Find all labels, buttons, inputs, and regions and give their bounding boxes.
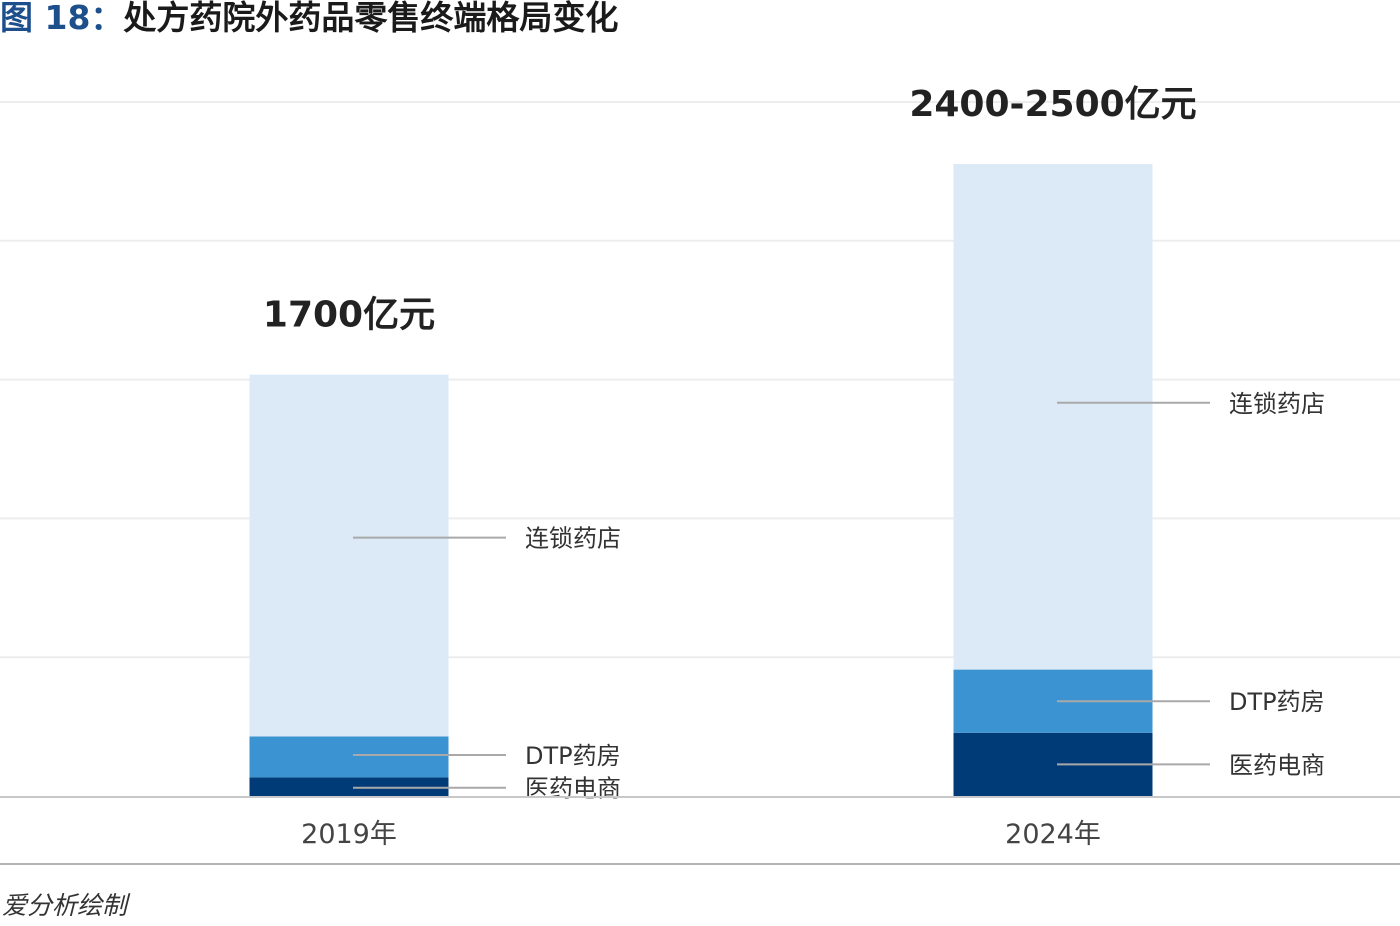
source-note: 爱分析绘制 <box>2 891 128 920</box>
chart-title-row: 图 18：处方药院外药品零售终端格局变化 <box>0 0 618 40</box>
total-value-label: 1700亿元 <box>263 295 435 336</box>
segment-label: DTP药房 <box>525 742 621 770</box>
segment-label: 连锁药店 <box>525 525 621 553</box>
segment-label: 医药电商 <box>1229 751 1325 779</box>
segment-label: 连锁药店 <box>1229 390 1325 418</box>
x-tick-label: 2019年 <box>301 819 397 850</box>
figure-number: 图 18： <box>0 0 124 37</box>
chart-title: 处方药院外药品零售终端格局变化 <box>123 0 619 37</box>
segment-label: 医药电商 <box>525 775 621 803</box>
bar-segment <box>249 736 449 778</box>
bar-segment <box>249 777 449 796</box>
bar-segment <box>953 163 1153 670</box>
stacked-bar-chart: 医药电商 DTP药房 连锁药店 1700亿元 2019年 医药电商 DTP药房 连锁药店 240… <box>0 84 1400 865</box>
bar-segment <box>249 374 449 737</box>
x-tick-label: 2024年 <box>1005 819 1101 850</box>
segment-label: DTP药房 <box>1229 688 1325 716</box>
total-value-label: 2400-2500亿元 <box>909 84 1196 125</box>
